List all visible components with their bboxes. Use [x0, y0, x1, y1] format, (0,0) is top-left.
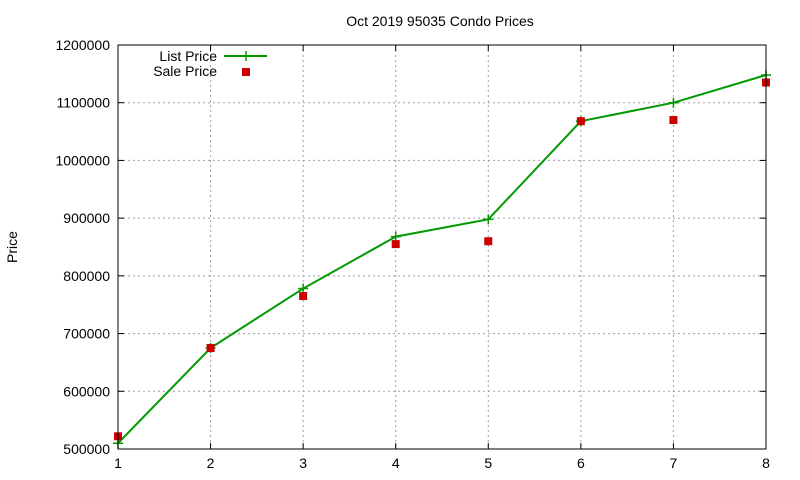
- chart-title: Oct 2019 95035 Condo Prices: [346, 13, 534, 29]
- list-price-point: [390, 231, 401, 242]
- legend-label-list-price: List Price: [159, 48, 217, 64]
- plot-frame: [117, 44, 767, 450]
- axis-ticks: 500000 600000 700000 800000 900000 1000000 110…: [55, 37, 770, 471]
- y-tick-label: 1100000: [57, 95, 111, 111]
- y-tick-label: 1200000: [55, 37, 110, 53]
- x-tick-label: 6: [577, 455, 585, 471]
- list-price-point: [298, 283, 309, 294]
- sale-price-point: [299, 292, 308, 301]
- sale-price-point: [484, 237, 493, 246]
- legend-marker-list-price: [241, 51, 251, 61]
- legend-marker-sale-price: [242, 68, 250, 76]
- legend: List Price Sale Price: [153, 48, 267, 79]
- sale-price-point: [576, 117, 585, 126]
- x-tick-label: 3: [299, 455, 307, 471]
- x-tick-label: 5: [484, 455, 492, 471]
- sale-price-point: [206, 344, 215, 352]
- list-price-line: [117, 74, 767, 444]
- x-tick-label: 1: [114, 455, 122, 471]
- y-tick-label: 900000: [63, 210, 110, 226]
- sale-price-point: [669, 116, 678, 125]
- x-tick-label: 2: [207, 455, 215, 471]
- list-price-point: [483, 214, 494, 225]
- legend-label-sale-price: Sale Price: [153, 63, 217, 79]
- series-layer: [113, 70, 771, 449]
- y-tick-label: 700000: [63, 326, 110, 342]
- y-tick-label: 500000: [63, 441, 110, 457]
- y-tick-label: 600000: [63, 383, 110, 399]
- y-tick-label: 1000000: [55, 152, 110, 168]
- sale-price-point: [391, 240, 400, 249]
- list-price-point: [668, 97, 679, 108]
- x-tick-label: 4: [392, 455, 400, 471]
- x-tick-label: 8: [762, 455, 770, 471]
- y-axis-label: Price: [4, 231, 20, 263]
- y-tick-label: 800000: [63, 268, 110, 284]
- x-tick-label: 7: [670, 455, 678, 471]
- grid-lines: [118, 45, 766, 449]
